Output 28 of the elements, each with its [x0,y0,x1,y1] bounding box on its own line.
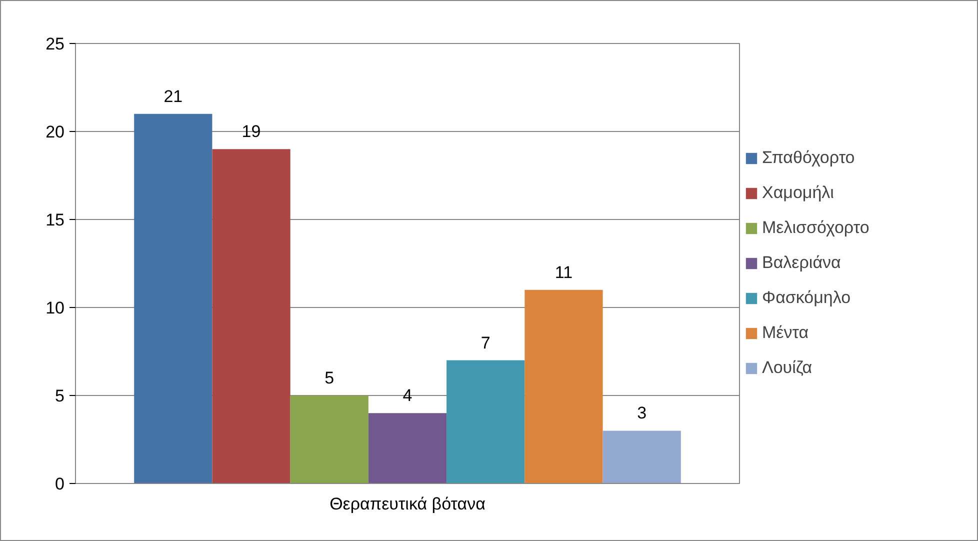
y-tick-label: 10 [46,298,65,318]
bar [524,290,603,484]
y-tick-label: 20 [46,122,65,142]
y-tick-label: 25 [46,34,65,54]
legend-label: Βαλεριάνα [762,253,841,273]
bar [212,149,290,484]
x-tick-label: Θεραπευτικά βότανα [330,494,486,514]
data-label: 3 [637,404,647,423]
bar [446,360,525,484]
legend-label: Λουίζα [762,358,812,378]
data-label: 11 [554,262,573,282]
bar [290,396,368,484]
data-label: 5 [324,368,334,388]
y-tick-label: 15 [46,210,65,230]
y-tick-label: 0 [55,474,65,494]
data-label: 19 [242,122,261,142]
legend-label: Μελισσόχορτο [762,218,870,238]
legend-label: Σπαθόχορτο [762,148,855,168]
data-label: 4 [402,386,412,406]
bar [368,413,447,484]
bar [602,430,681,484]
y-tick-label: 5 [55,386,65,406]
data-label: 7 [480,333,490,352]
bar [134,114,212,484]
legend-label: Χαμομήλι [762,183,834,203]
legend-label: Φασκόμηλο [762,288,851,308]
data-label: 21 [164,86,183,106]
legend-label: Μέντα [762,323,809,343]
